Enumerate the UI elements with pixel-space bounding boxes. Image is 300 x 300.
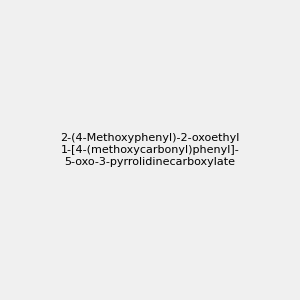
Text: 2-(4-Methoxyphenyl)-2-oxoethyl
1-[4-(methoxycarbonyl)phenyl]-
5-oxo-3-pyrrolidin: 2-(4-Methoxyphenyl)-2-oxoethyl 1-[4-(met… <box>60 134 240 166</box>
